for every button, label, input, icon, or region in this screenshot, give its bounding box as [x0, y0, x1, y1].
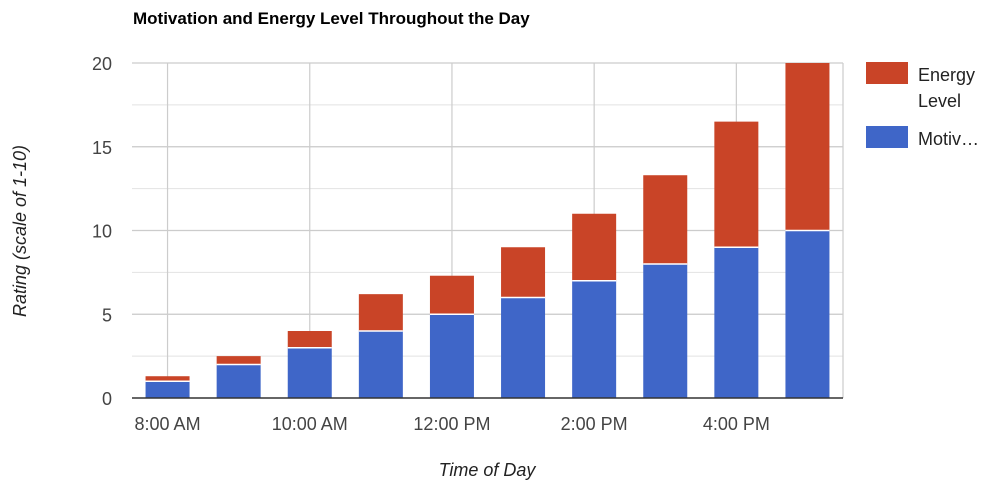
legend-swatch	[866, 62, 908, 84]
legend-label: Level	[918, 91, 961, 111]
bars	[145, 63, 830, 398]
bar-segment	[287, 347, 332, 398]
bar-segment	[287, 331, 332, 348]
bar-segment	[785, 63, 830, 231]
bar-segment	[785, 230, 830, 398]
y-tick-label: 5	[102, 305, 112, 325]
x-axis-ticks: 8:00 AM 10:00 AM 12:00 PM 2:00 PM 4:00 PM	[135, 414, 770, 434]
bar-segment	[145, 381, 190, 398]
x-tick-label: 2:00 PM	[561, 414, 628, 434]
bar-segment	[501, 247, 546, 298]
x-axis-title: Time of Day	[439, 460, 537, 480]
y-tick-label: 0	[102, 389, 112, 409]
bar-segment	[358, 294, 403, 331]
bar-segment	[643, 175, 688, 264]
bar-segment	[429, 275, 474, 315]
y-tick-label: 10	[92, 222, 112, 242]
legend-label: Motiv…	[918, 129, 979, 149]
legend-swatch	[866, 126, 908, 148]
legend-label: Energy	[918, 65, 975, 85]
legend: Energy Level Motiv…	[866, 62, 979, 149]
x-tick-label: 8:00 AM	[135, 414, 201, 434]
bar-segment	[572, 213, 617, 281]
chart-title: Motivation and Energy Level Throughout t…	[133, 9, 530, 28]
y-tick-label: 15	[92, 138, 112, 158]
bar-segment	[358, 331, 403, 398]
bar-segment	[216, 364, 261, 398]
bar-segment	[429, 314, 474, 398]
x-tick-label: 10:00 AM	[272, 414, 348, 434]
x-tick-label: 12:00 PM	[413, 414, 490, 434]
y-axis-ticks: 0 5 10 15 20	[92, 54, 112, 409]
bar-segment	[145, 376, 190, 382]
bar-segment	[714, 121, 759, 248]
bar-segment	[501, 297, 546, 398]
bar-segment	[216, 356, 261, 365]
bar-segment	[643, 264, 688, 398]
bar-segment	[714, 247, 759, 398]
y-axis-title: Rating (scale of 1-10)	[10, 145, 30, 317]
bar-segment	[572, 280, 617, 398]
x-tick-label: 4:00 PM	[703, 414, 770, 434]
y-tick-label: 20	[92, 54, 112, 74]
